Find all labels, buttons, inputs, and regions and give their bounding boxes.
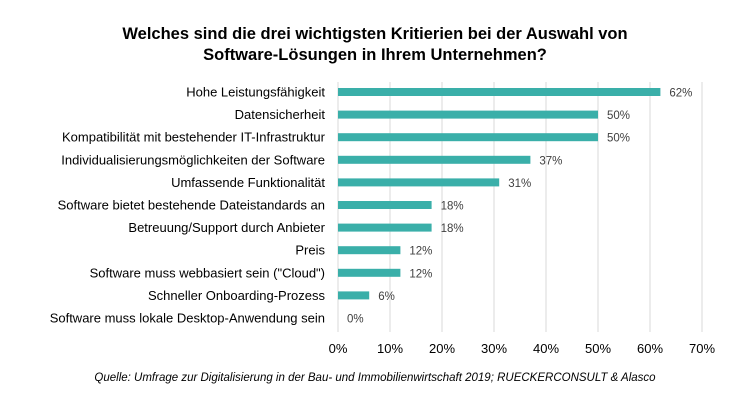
category-label: Datensicherheit bbox=[235, 107, 326, 122]
value-label: 18% bbox=[441, 223, 464, 235]
bar bbox=[338, 201, 432, 209]
category-label: Schneller Onboarding-Prozess bbox=[148, 288, 326, 303]
value-label: 50% bbox=[607, 110, 630, 122]
category-label: Software bietet bestehende Dateistandard… bbox=[58, 198, 325, 213]
value-label: 12% bbox=[409, 246, 432, 258]
x-tick-label: 50% bbox=[585, 341, 611, 356]
source-note: Quelle: Umfrage zur Digitalisierung in d… bbox=[94, 372, 656, 384]
x-tick-label: 10% bbox=[377, 341, 403, 356]
x-axis-tick-labels: 0% 10% 20% 30% 40% 50% 60% 70% bbox=[329, 341, 716, 356]
value-label: 18% bbox=[441, 201, 464, 213]
category-label: Betreuung/Support durch Anbieter bbox=[128, 220, 325, 235]
x-tick-label: 60% bbox=[637, 341, 663, 356]
bar bbox=[338, 291, 370, 300]
value-label: 50% bbox=[607, 133, 630, 145]
x-tick-label: 0% bbox=[329, 341, 348, 356]
value-label: 0% bbox=[347, 314, 364, 326]
bar bbox=[338, 88, 661, 96]
value-label: 31% bbox=[508, 178, 531, 190]
category-label: Umfassende Funktionalität bbox=[171, 175, 325, 190]
x-tick-label: 30% bbox=[481, 341, 507, 356]
category-label: Kompatibilität mit bestehender IT-Infras… bbox=[62, 130, 326, 145]
category-label: Preis bbox=[295, 243, 325, 258]
bar bbox=[338, 178, 500, 187]
value-label: 62% bbox=[669, 88, 692, 100]
chart-title-line-1: Welches sind die drei wichtigsten Kritie… bbox=[122, 25, 627, 43]
bar bbox=[338, 223, 432, 232]
value-label: 12% bbox=[409, 268, 432, 280]
category-label: Software muss lokale Desktop-Anwendung s… bbox=[50, 311, 325, 326]
bar bbox=[338, 133, 598, 142]
chart-title-line-2: Software-Lösungen in Ihrem Unternehmen? bbox=[203, 46, 547, 64]
category-labels: Hohe Leistungsfähigkeit Datensicherheit Ko… bbox=[50, 85, 326, 326]
category-label: Hohe Leistungsfähigkeit bbox=[186, 85, 325, 100]
bars bbox=[338, 88, 661, 300]
bar bbox=[338, 155, 531, 164]
category-label: Individualisierungsmöglichkeiten der Sof… bbox=[61, 152, 325, 167]
x-tick-label: 20% bbox=[429, 341, 455, 356]
x-tick-label: 40% bbox=[533, 341, 559, 356]
bar bbox=[338, 268, 401, 277]
x-tick-label: 70% bbox=[689, 341, 715, 356]
gridlines bbox=[337, 82, 703, 332]
value-label: 6% bbox=[378, 291, 395, 303]
bar bbox=[338, 246, 401, 255]
value-label: 37% bbox=[539, 155, 562, 167]
category-label: Software muss webbasiert sein ("Cloud") bbox=[90, 265, 325, 280]
bar bbox=[338, 110, 598, 119]
value-labels: 62% 50% 50% 37% 31% 18% 18% 12% 12% 6% 0% bbox=[347, 88, 692, 326]
